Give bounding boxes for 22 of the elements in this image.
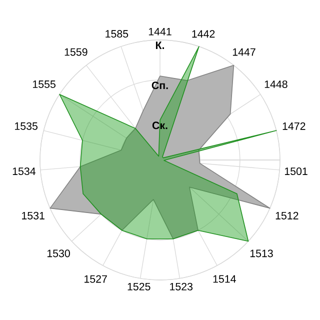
spoke-label: 1472 <box>282 122 306 130</box>
spoke-label: 1527 <box>84 275 107 283</box>
spoke-label: 1534 <box>12 168 36 176</box>
spoke-label: 1442 <box>192 30 215 38</box>
spoke-label: 1535 <box>15 122 38 130</box>
y-tick-label: Сп. <box>152 82 168 90</box>
spoke-label: 1448 <box>264 80 288 88</box>
spoke-label: 1523 <box>170 282 193 290</box>
spoke-label: 1441 <box>148 28 172 36</box>
y-tick-label: Ск. <box>152 122 168 130</box>
spoke-label: 1559 <box>64 48 88 56</box>
spoke-label: 1530 <box>47 250 70 258</box>
spoke-label: 1512 <box>276 212 298 220</box>
spoke-label: 1531 <box>22 212 44 220</box>
spoke-label: 1514 <box>213 275 236 283</box>
spoke-label: 1447 <box>232 48 256 56</box>
spoke-label: 1585 <box>106 30 128 38</box>
spoke-label: 1525 <box>128 282 150 290</box>
spoke-label: 1501 <box>284 168 308 176</box>
spoke-label: 1513 <box>250 250 273 258</box>
y-tick-label: К. <box>156 42 164 49</box>
spoke-label: 1555 <box>33 80 56 88</box>
